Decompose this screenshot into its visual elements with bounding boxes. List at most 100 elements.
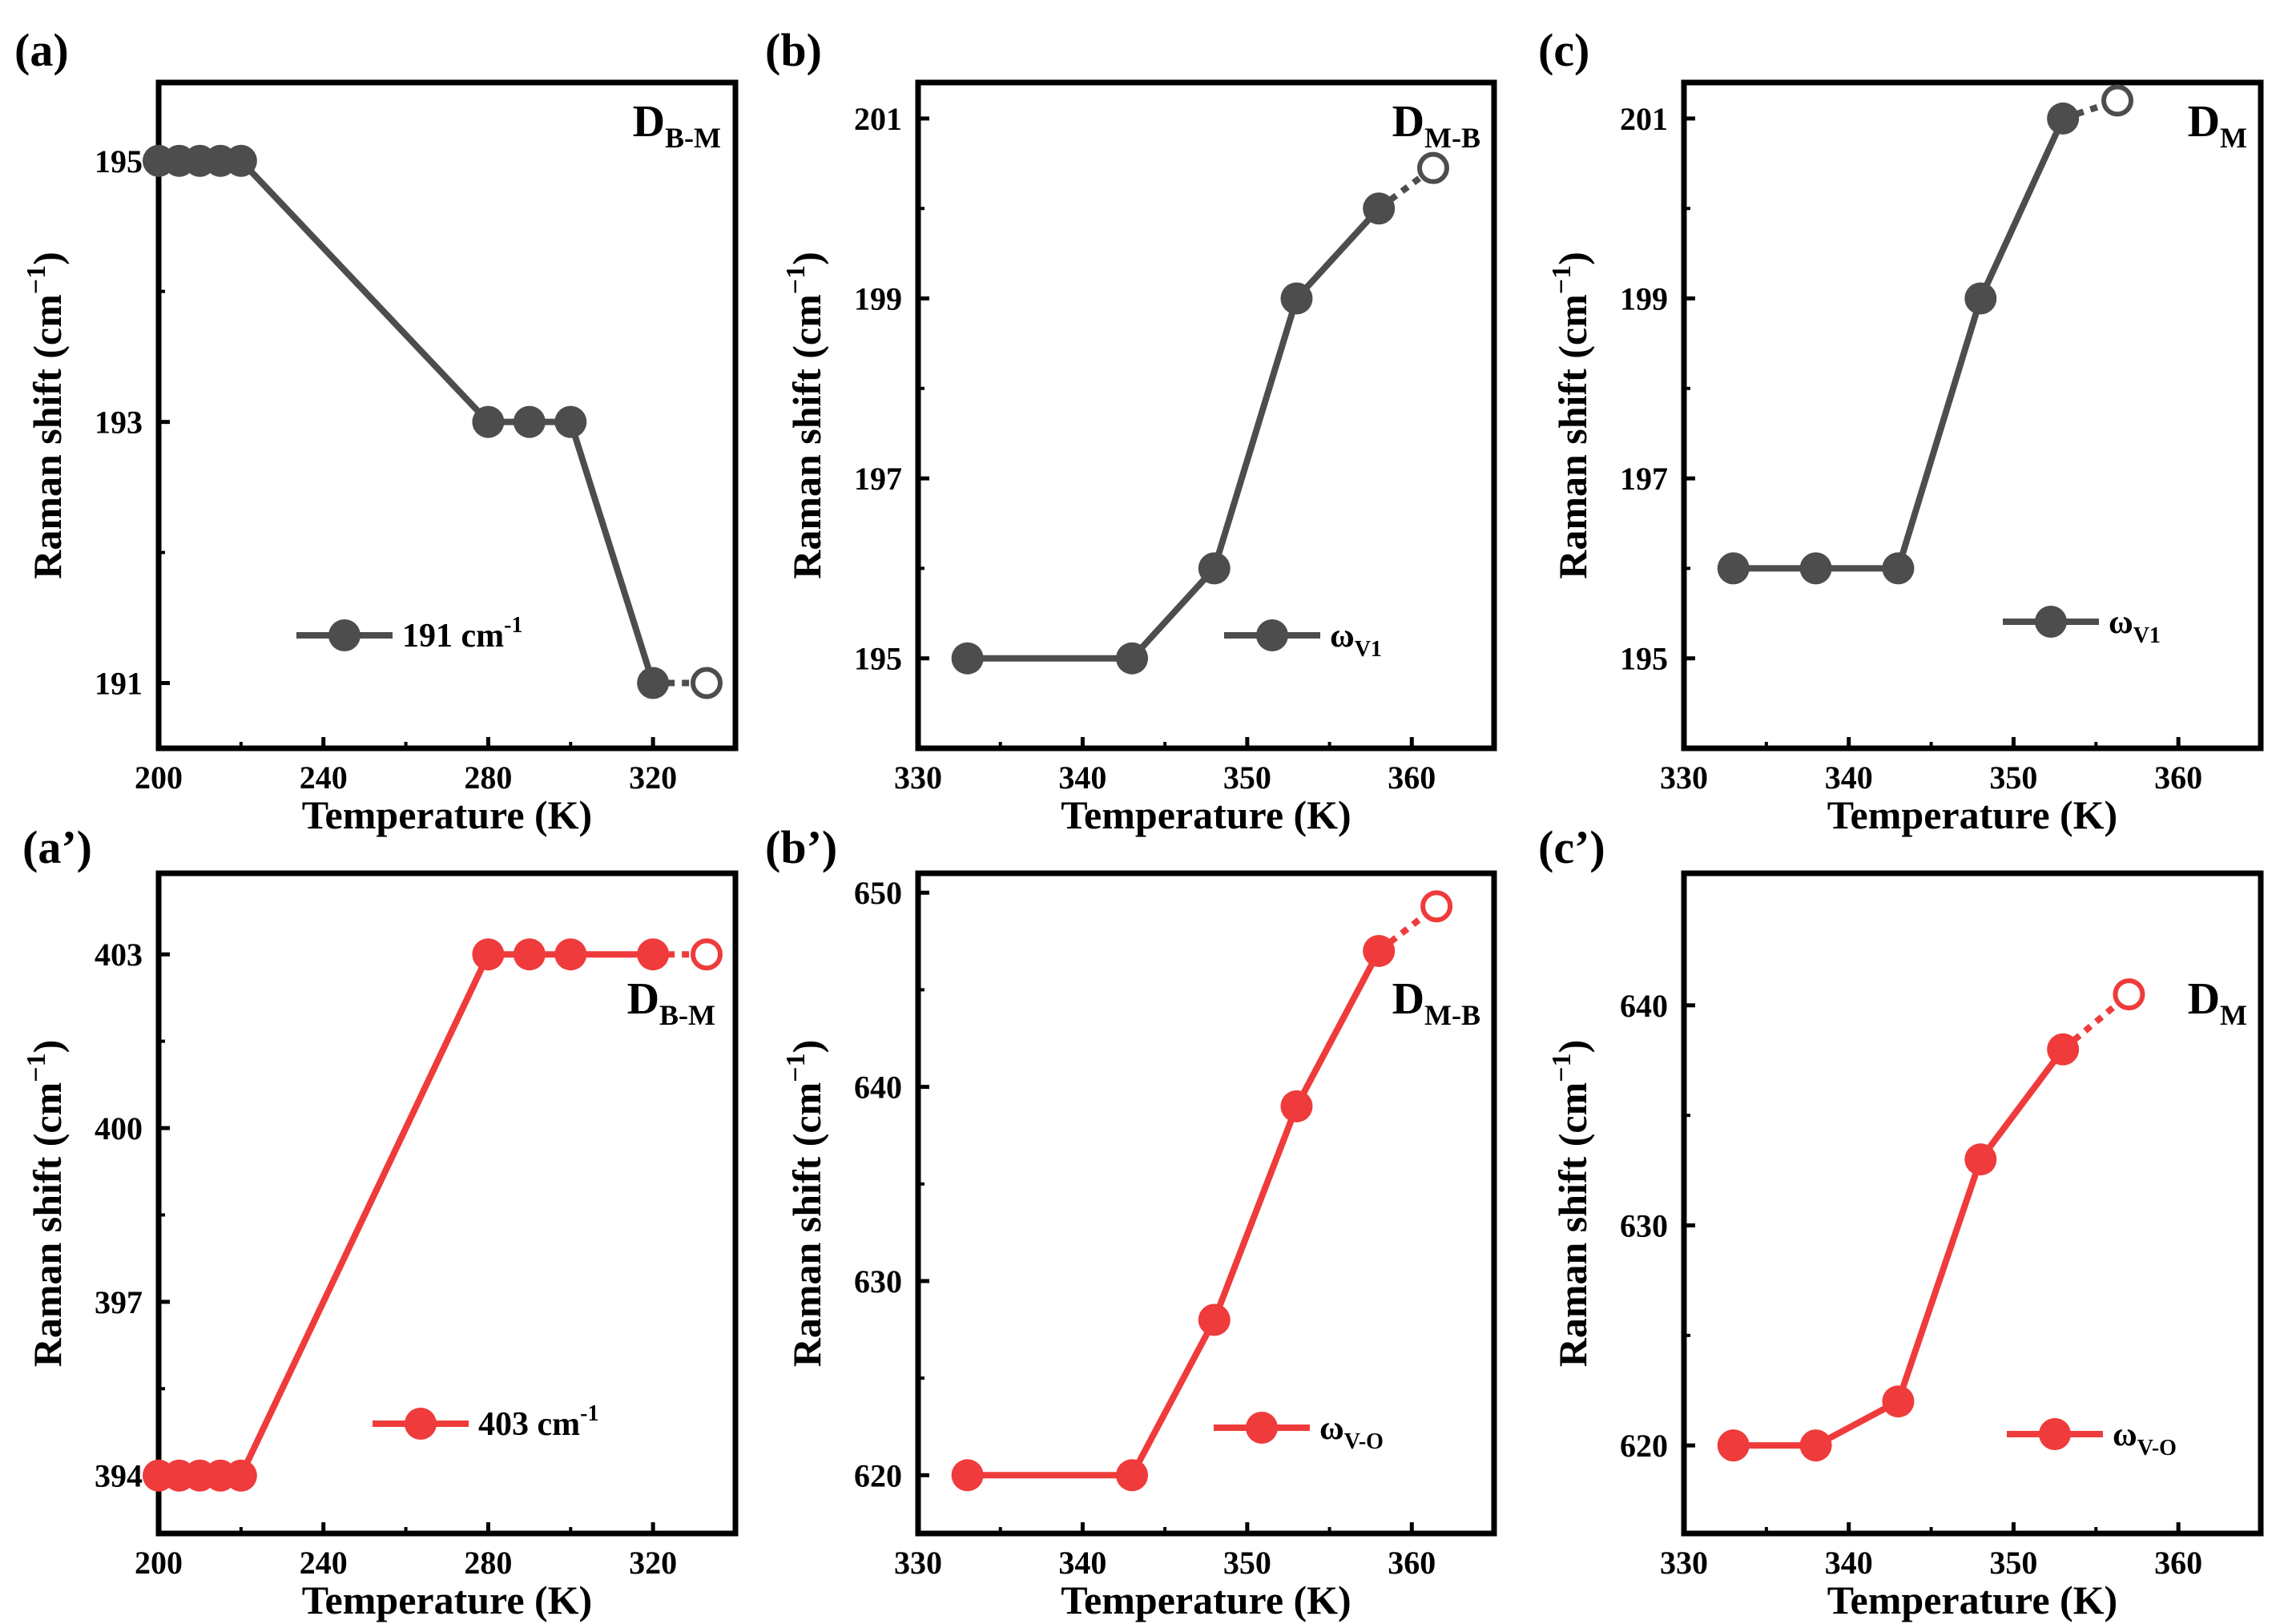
data-point — [1280, 282, 1313, 315]
chart-panel-c: (c) 330 340 350 360 195 197 199 201 Temperature (… — [1538, 24, 2264, 837]
y-tick-label: 199 — [854, 281, 902, 317]
series-dash-extension — [1376, 165, 1436, 212]
y-tick-label: 195 — [854, 641, 902, 677]
legend-label: ωV-O — [2113, 1416, 2177, 1461]
x-axis-title: Temperature (K) — [1827, 1578, 2117, 1622]
x-tick-label: 360 — [1388, 1545, 1436, 1581]
data-point — [1882, 552, 1915, 585]
legend-label: 191 cm-1 — [402, 613, 522, 655]
legend-label: ωV1 — [2109, 604, 2161, 648]
data-point-open — [1420, 890, 1453, 923]
y-tick-label: 195 — [95, 143, 143, 179]
x-axis-title: Temperature (K) — [302, 1578, 592, 1622]
plot-frame — [915, 870, 1497, 1537]
data-point — [1198, 552, 1231, 585]
data-point — [513, 405, 546, 438]
series-line — [1733, 117, 2066, 572]
y-tick-label: 403 — [95, 937, 143, 973]
x-tick-label: 240 — [300, 1545, 348, 1581]
data-point-open — [691, 938, 723, 971]
phase-annotation: DM-B — [1392, 974, 1480, 1031]
chart-panel-a2: (a’) 200 240 280 320 394 397 400 403 Temperature … — [22, 821, 739, 1622]
y-axis-title: Raman shift (cm−1) — [781, 1040, 829, 1368]
y-tick-label: 650 — [854, 875, 902, 911]
y-tick-label: 201 — [854, 101, 902, 137]
y-tick-label: 640 — [854, 1070, 902, 1106]
data-point — [951, 642, 984, 675]
y-axis-title: Raman shift (cm−1) — [1547, 1040, 1595, 1368]
data-point — [2047, 1033, 2080, 1066]
x-tick-label: 340 — [1825, 760, 1873, 796]
series-line — [967, 206, 1382, 662]
x-tick-label: 330 — [1660, 1545, 1708, 1581]
data-point — [224, 1459, 257, 1492]
data-point — [1799, 552, 1832, 585]
y-tick-label: 191 — [95, 666, 143, 702]
chart-panel-c2: (c’) 330 340 350 360 620 630 640 Temperature (K)… — [1538, 821, 2264, 1622]
y-axis-title: Raman shift (cm−1) — [1547, 252, 1595, 579]
data-point — [637, 938, 670, 971]
x-axis-title: Temperature (K) — [302, 792, 592, 837]
x-tick-label: 240 — [300, 760, 348, 796]
data-point — [951, 1459, 984, 1492]
x-tick-label: 320 — [629, 1545, 677, 1581]
data-point — [472, 938, 505, 971]
phase-annotation: DM — [2188, 97, 2247, 154]
panel-label: (a) — [14, 24, 69, 76]
y-tick-label: 397 — [95, 1284, 143, 1320]
x-axis-title: Temperature (K) — [1061, 792, 1351, 837]
legend-label: ωV1 — [1330, 618, 1382, 662]
data-point — [1116, 1459, 1149, 1492]
x-tick-label: 350 — [1223, 760, 1271, 796]
plot-frame — [1681, 79, 2264, 752]
plot-frame — [915, 79, 1497, 752]
phase-annotation: DB-M — [627, 974, 715, 1031]
y-tick-label: 195 — [1620, 641, 1668, 677]
x-tick-label: 360 — [2154, 760, 2202, 796]
phase-annotation: DM-B — [1392, 97, 1480, 154]
data-point — [472, 405, 505, 438]
data-point — [1717, 1429, 1750, 1462]
y-tick-label: 193 — [95, 405, 143, 441]
data-point — [1363, 192, 1396, 225]
data-point — [1280, 1090, 1313, 1122]
y-tick-label: 630 — [1620, 1207, 1668, 1243]
y-tick-label: 620 — [1620, 1428, 1668, 1464]
data-point-open — [2113, 978, 2145, 1011]
plot-frame — [155, 79, 739, 752]
panel-label: (c) — [1538, 24, 1589, 76]
y-tick-label: 640 — [1620, 988, 1668, 1024]
legend-label: 403 cm-1 — [478, 1401, 598, 1443]
data-point — [513, 938, 546, 971]
y-axis-title: Raman shift (cm−1) — [22, 252, 70, 579]
panel-label: (c’) — [1538, 821, 1605, 873]
legend-marker — [1246, 1412, 1278, 1444]
data-point — [1964, 282, 1997, 315]
x-tick-label: 350 — [1989, 1545, 2037, 1581]
data-point-open — [1416, 151, 1449, 184]
panel-label: (b’) — [765, 821, 837, 873]
data-point — [637, 667, 670, 699]
chart-panel-b2: (b’) 330 340 350 360 620 630 640 650 Temperature … — [765, 821, 1497, 1622]
y-tick-label: 197 — [1620, 461, 1668, 497]
data-point — [1799, 1429, 1832, 1462]
data-point — [2047, 102, 2080, 135]
plot-frame — [155, 870, 739, 1537]
x-tick-label: 200 — [135, 1545, 183, 1581]
x-tick-label: 340 — [1058, 1545, 1106, 1581]
x-tick-label: 340 — [1825, 1545, 1873, 1581]
phase-annotation: DM — [2188, 974, 2247, 1031]
legend-marker — [2039, 1418, 2071, 1450]
y-axis-title: Raman shift (cm−1) — [22, 1040, 70, 1368]
x-tick-label: 330 — [1660, 760, 1708, 796]
panel-label: (b) — [765, 24, 822, 76]
y-tick-label: 199 — [1620, 281, 1668, 317]
legend-marker — [1256, 619, 1288, 651]
legend-marker — [328, 619, 361, 651]
y-axis-title: Raman shift (cm−1) — [781, 252, 829, 579]
x-tick-label: 280 — [464, 1545, 512, 1581]
x-tick-label: 350 — [1989, 760, 2037, 796]
y-tick-label: 400 — [95, 1110, 143, 1146]
y-tick-label: 201 — [1620, 101, 1668, 137]
